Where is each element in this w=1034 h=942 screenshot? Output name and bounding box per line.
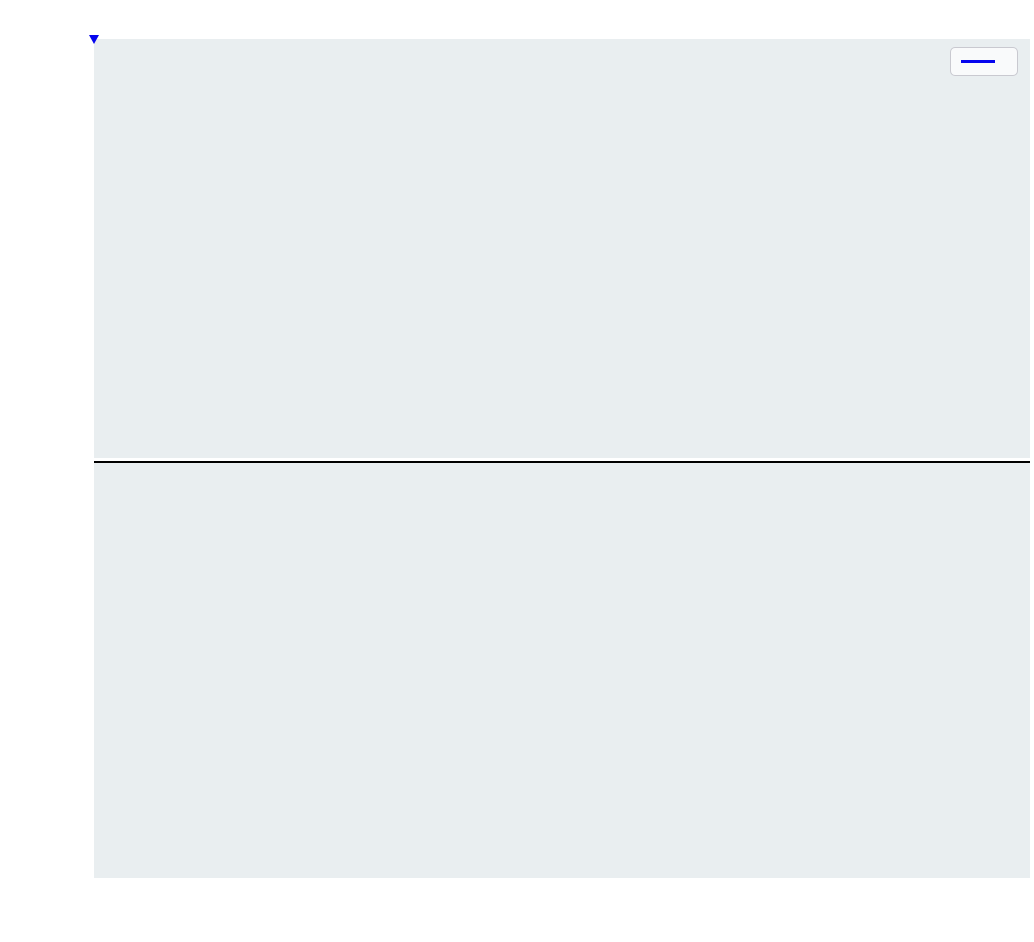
bottom-plot-area <box>94 461 1030 878</box>
legend-line-sample <box>961 59 995 64</box>
company-data-point[interactable] <box>89 34 99 44</box>
legend[interactable] <box>950 47 1018 76</box>
zero-reference-line <box>94 461 1030 463</box>
top-plot-area <box>89 34 1030 458</box>
